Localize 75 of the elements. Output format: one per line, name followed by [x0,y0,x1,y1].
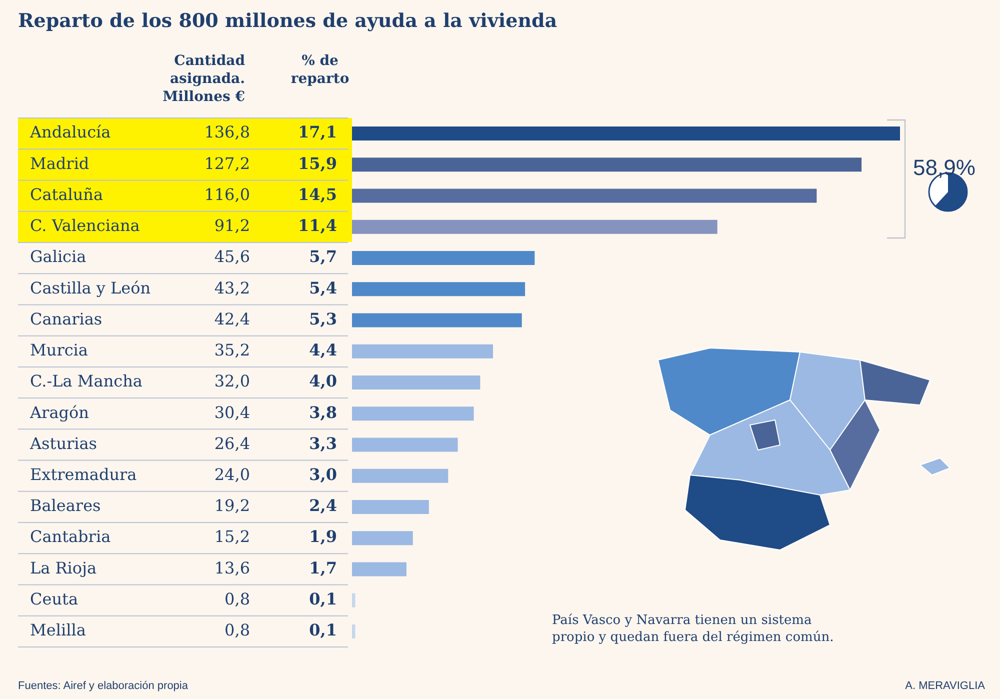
text: 1,9 [309,527,337,546]
text: 4,4 [309,340,337,360]
data-label: 127,2 [204,154,250,173]
bar [352,220,718,234]
data-label: 45,6 [214,247,250,266]
bar [352,282,526,296]
data-label: 0,8 [224,589,250,608]
text: 1,7 [309,558,337,578]
data-label: 35,2 [214,340,250,360]
text: 5,7 [309,247,337,266]
bar [352,126,900,141]
data-label: 0,8 [224,620,250,640]
y-tick-label: Extremadura [30,465,138,484]
bar [352,624,356,638]
y-tick-label: Murcia [30,340,88,360]
text: 0,1 [309,589,337,608]
y-tick-label: Baleares [30,496,101,516]
y-tick-label: Madrid [30,154,90,173]
text: 17,1 [298,122,337,142]
text: 4,0 [309,372,337,391]
bar [352,438,458,452]
bar [352,158,862,172]
text: % de reparto [290,52,350,88]
data-label: 43,2 [214,278,250,298]
source-note: Fuentes: Airef y elaboración propia [18,680,188,692]
y-tick-label: Cantabria [30,527,112,546]
text: 11,4 [298,216,337,236]
text: 5,4 [309,278,337,298]
bar [352,376,480,390]
y-tick-label: Asturias [29,434,98,453]
y-tick-label: Ceuta [30,589,78,608]
y-tick-label: C. Valenciana [30,216,140,236]
y-tick-label: Canarias [30,309,102,328]
bar [352,593,356,608]
data-label: 30,4 [214,402,250,422]
data-label: 15,2 [214,527,250,546]
y-tick-label: Castilla y León [30,278,151,298]
data-label: 26,4 [214,434,250,453]
bar [352,251,535,266]
data-label: 116,0 [204,184,250,204]
text: 3,3 [309,434,337,453]
text: 3,8 [309,402,337,422]
y-tick-label: Cataluña [30,184,104,204]
bar [352,188,817,203]
y-tick-label: Aragón [29,402,89,422]
bar [352,531,413,546]
data-label: 91,2 [214,216,250,236]
bar [352,344,494,358]
text: 2,4 [309,496,337,516]
annotation: País Vasco y Navarra tienen un sistema propio y quedan fuera del régimen común. [552,612,835,646]
text: 3,0 [309,465,337,484]
bar [352,562,406,576]
bar [352,468,448,483]
text: 0,1 [309,620,337,640]
data-label: 19,2 [214,496,250,516]
text: Cantidad asignada. Millones € [162,52,245,106]
text: 5,3 [309,309,337,328]
text: 15,9 [298,154,337,173]
data-label: 32,0 [214,372,250,391]
text: A. MERAVIGLIA [905,680,985,692]
bar [352,313,522,328]
y-tick-label: La Rioja [30,558,98,578]
data-label: 136,8 [204,122,250,142]
y-tick-label: Andalucía [29,122,112,142]
text: 58,9% [913,155,976,181]
data-label: 13,6 [214,558,250,578]
data-label: 42,4 [214,309,250,328]
y-tick-label: Galicia [30,247,87,266]
data-label: 24,0 [214,465,250,484]
text: 14,5 [298,184,337,204]
y-tick-label: Melilla [30,620,86,640]
bar [352,500,429,514]
chart-title: Reparto de los 800 millones de ayuda a la vivienda [18,10,558,32]
y-tick-label: C.-La Mancha [30,372,143,391]
bar [352,406,474,421]
